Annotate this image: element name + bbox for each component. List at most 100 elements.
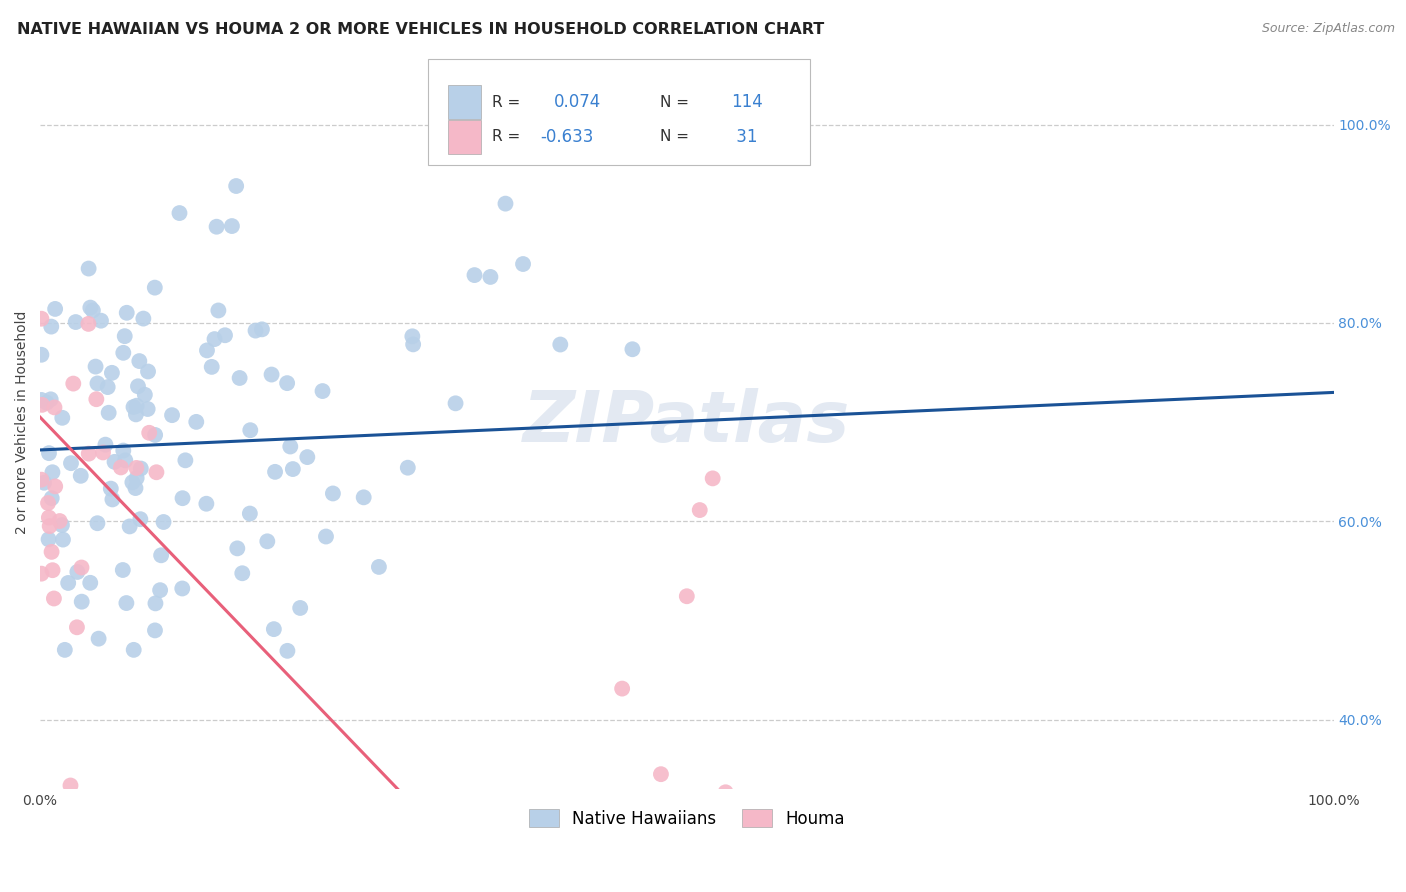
Point (44, 479, 66, 493)
Point (186, 415, 208, 429)
Point (160, 408, 183, 422)
Point (264, 465, 287, 479)
Point (122, 400, 145, 414)
Point (35, 395, 58, 409)
Point (290, 601, 312, 615)
Point (245, 324, 267, 338)
Point (136, 364, 159, 378)
Point (127, 379, 149, 393)
Point (112, 443, 135, 458)
Point (112, 346, 135, 360)
Point (125, 471, 148, 485)
Point (322, 486, 344, 500)
Point (134, 388, 156, 402)
Point (79, 301, 101, 315)
Point (30, 392, 52, 407)
Point (86, 392, 108, 407)
Point (66, 620, 89, 634)
Point (59, 456, 82, 470)
Point (256, 534, 278, 549)
Point (396, 460, 419, 475)
Point (276, 376, 298, 391)
Point (100, 482, 122, 496)
Point (41, 545, 63, 559)
Point (172, 582, 194, 596)
Point (90, 314, 112, 328)
Text: R =: R = (492, 95, 520, 110)
Point (52, 533, 75, 547)
Point (41, 563, 63, 577)
Point (31, 398, 53, 412)
Point (129, 461, 152, 475)
Point (444, 396, 467, 410)
Point (44, 401, 66, 415)
Point (263, 622, 285, 636)
Point (675, 589, 697, 603)
Point (702, 471, 724, 485)
Point (125, 461, 148, 475)
Point (226, 541, 249, 556)
Text: Source: ZipAtlas.com: Source: ZipAtlas.com (1261, 22, 1395, 36)
Point (39, 392, 62, 407)
Point (278, 440, 301, 454)
Point (53, 643, 76, 657)
Point (239, 507, 262, 521)
Point (77, 261, 100, 276)
Point (132, 311, 155, 326)
Point (204, 332, 226, 346)
Point (124, 481, 146, 495)
Point (66, 565, 89, 579)
Point (143, 624, 166, 638)
Point (110, 460, 132, 475)
Point (276, 644, 298, 658)
Point (37, 496, 59, 510)
Point (260, 368, 283, 382)
FancyBboxPatch shape (447, 86, 481, 119)
Point (38, 446, 60, 460)
Point (86, 376, 108, 391)
Point (42, 591, 65, 606)
Point (195, 497, 218, 511)
Point (30, 473, 52, 487)
Point (195, 343, 218, 358)
Point (512, 257, 534, 271)
Point (650, 767, 672, 781)
Point (41, 491, 63, 505)
Point (145, 465, 167, 479)
Point (207, 303, 229, 318)
Point (114, 453, 136, 467)
Point (610, 681, 633, 696)
Text: -0.633: -0.633 (541, 128, 593, 145)
Point (32, 475, 55, 490)
Point (714, 785, 737, 799)
Point (97, 380, 120, 394)
Point (84, 359, 107, 374)
Point (169, 206, 191, 220)
Point (86, 516, 108, 531)
Point (51, 410, 73, 425)
Point (621, 343, 644, 357)
Point (44, 301, 66, 316)
Point (143, 280, 166, 294)
Point (201, 359, 224, 374)
Point (225, 179, 247, 194)
Point (689, 503, 711, 517)
Point (77, 317, 100, 331)
Point (128, 354, 150, 368)
Point (149, 583, 172, 598)
Point (125, 399, 148, 413)
Point (115, 596, 138, 610)
Point (101, 492, 124, 507)
Point (91, 445, 114, 459)
Point (118, 519, 141, 533)
Point (65, 315, 87, 329)
Point (38, 533, 60, 547)
Text: 114: 114 (731, 93, 762, 112)
Point (77, 447, 100, 461)
Point (125, 408, 148, 422)
Point (136, 402, 159, 417)
Point (94, 437, 117, 451)
Point (122, 643, 145, 657)
Point (111, 563, 134, 577)
Point (281, 462, 304, 476)
